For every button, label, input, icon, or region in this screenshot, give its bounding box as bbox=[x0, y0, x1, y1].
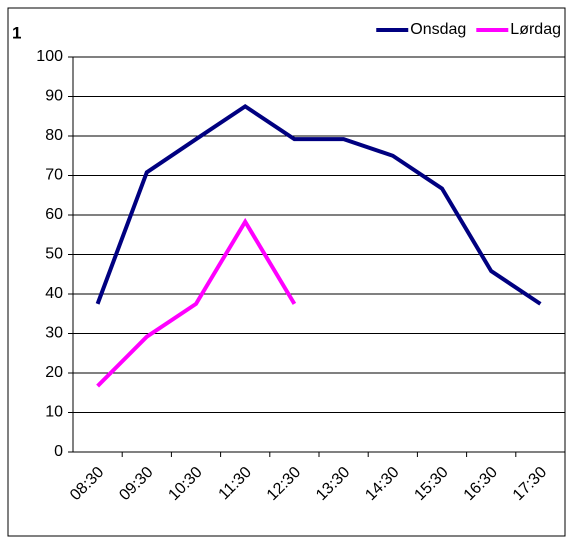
series-line bbox=[95, 103, 542, 306]
series-line bbox=[96, 217, 297, 388]
y-tick-label: 100 bbox=[36, 48, 63, 65]
y-tick-label: 60 bbox=[45, 206, 63, 223]
y-tick-label: 90 bbox=[45, 88, 63, 105]
y-tick-label: 20 bbox=[45, 364, 63, 381]
y-tick-label: 30 bbox=[45, 325, 63, 342]
legend-label: Onsdag bbox=[410, 21, 466, 38]
y-tick-label: 70 bbox=[45, 167, 63, 184]
chart-border bbox=[7, 7, 566, 537]
y-tick-label: 0 bbox=[54, 443, 63, 460]
y-tick-label: 40 bbox=[45, 285, 63, 302]
y-tick-label: 50 bbox=[45, 246, 63, 263]
y-tick-label: 10 bbox=[45, 404, 63, 421]
y-tick-label: 80 bbox=[45, 127, 63, 144]
legend-label: Lørdag bbox=[510, 21, 561, 38]
chart-title: 1 bbox=[12, 23, 21, 42]
